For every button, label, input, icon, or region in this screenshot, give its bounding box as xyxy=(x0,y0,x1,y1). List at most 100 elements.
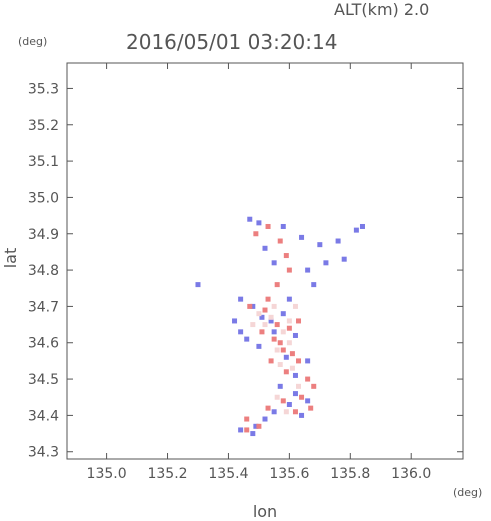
x-axis-title: lon xyxy=(253,502,277,521)
data-point xyxy=(256,343,262,349)
data-point xyxy=(317,242,323,248)
data-point xyxy=(265,405,271,411)
x-tick-label: 136.0 xyxy=(391,466,431,482)
data-point xyxy=(335,238,341,244)
data-point xyxy=(305,376,311,382)
data-point xyxy=(289,351,295,357)
data-point xyxy=(353,227,359,233)
data-point xyxy=(247,216,253,222)
data-point xyxy=(359,223,365,229)
data-point xyxy=(296,318,302,324)
data-point xyxy=(274,322,280,328)
data-point xyxy=(311,383,317,389)
data-point xyxy=(292,391,298,397)
y-tick-label: 34.6 xyxy=(28,336,59,352)
y-tick-label: 34.4 xyxy=(28,408,59,424)
y-tick-label: 34.3 xyxy=(28,445,59,461)
data-point xyxy=(262,245,268,251)
data-point xyxy=(280,398,286,404)
data-point xyxy=(262,416,268,422)
data-point xyxy=(250,303,256,309)
x-tick-label: 135.8 xyxy=(330,466,370,482)
y-tick-label: 34.7 xyxy=(28,299,59,315)
data-point xyxy=(280,329,286,335)
data-point xyxy=(286,318,292,324)
data-point xyxy=(244,416,250,422)
y-tick-label: 35.3 xyxy=(28,81,59,97)
chart-timestamp: 2016/05/01 03:20:14 xyxy=(126,30,337,54)
data-point xyxy=(244,427,250,433)
data-point xyxy=(262,322,268,328)
data-point xyxy=(286,267,292,273)
y-tick-label: 35.0 xyxy=(28,190,59,206)
y-tick-label: 34.5 xyxy=(28,372,59,388)
data-point xyxy=(253,423,259,429)
y-unit-label: (deg) xyxy=(18,35,47,48)
data-point xyxy=(280,223,286,229)
y-axis: 34.3 34.4 34.5 34.6 34.7 34.8 34.9 35.0 35.1 35.2… xyxy=(28,81,463,461)
data-point xyxy=(238,427,244,433)
data-point xyxy=(286,402,292,408)
data-point xyxy=(268,318,274,324)
data-point xyxy=(283,253,289,259)
data-point xyxy=(271,329,277,335)
data-point xyxy=(256,423,262,429)
x-unit-label: (deg) xyxy=(453,486,482,499)
x-tick-label: 135.6 xyxy=(269,466,309,482)
data-point xyxy=(308,405,314,411)
data-point xyxy=(296,383,302,389)
data-point xyxy=(292,409,298,415)
data-point xyxy=(274,394,280,400)
data-point xyxy=(232,318,238,324)
data-point xyxy=(268,358,274,364)
y-tick-label: 35.2 xyxy=(28,118,59,134)
data-point xyxy=(289,365,295,371)
data-point xyxy=(265,296,271,302)
data-point xyxy=(238,329,244,335)
y-axis-title: lat xyxy=(1,248,20,269)
data-point xyxy=(250,322,256,328)
y-tick-label: 34.9 xyxy=(28,227,59,243)
data-point xyxy=(265,223,271,229)
data-point xyxy=(299,234,305,240)
data-layer xyxy=(195,216,365,437)
data-point xyxy=(247,303,253,309)
data-point xyxy=(299,412,305,418)
data-point xyxy=(292,303,298,309)
data-point xyxy=(277,383,283,389)
x-axis: 135.0 135.2 135.4 135.6 135.8 136.0 xyxy=(87,63,431,482)
data-point xyxy=(277,362,283,368)
data-point xyxy=(268,314,274,320)
data-point xyxy=(256,311,262,317)
data-point xyxy=(253,231,259,237)
data-point xyxy=(299,394,305,400)
data-point xyxy=(238,296,244,302)
data-point xyxy=(262,307,268,313)
data-point xyxy=(244,336,250,342)
data-point xyxy=(271,336,277,342)
data-point xyxy=(256,220,262,226)
data-point xyxy=(259,329,265,335)
data-point xyxy=(286,340,292,346)
data-point xyxy=(305,267,311,273)
data-point xyxy=(296,358,302,364)
data-point xyxy=(283,369,289,375)
data-point xyxy=(259,314,265,320)
data-point xyxy=(195,282,201,288)
data-point xyxy=(323,260,329,266)
x-tick-label: 135.4 xyxy=(208,466,248,482)
data-point xyxy=(271,303,277,309)
data-point xyxy=(280,347,286,353)
data-point xyxy=(277,238,283,244)
data-point xyxy=(305,398,311,404)
data-point xyxy=(341,256,347,262)
data-point xyxy=(274,282,280,288)
data-point xyxy=(305,358,311,364)
y-tick-label: 34.8 xyxy=(28,263,59,279)
data-point xyxy=(311,282,317,288)
data-point xyxy=(286,325,292,331)
data-point xyxy=(280,311,286,317)
altitude-label: ALT(km) 2.0 xyxy=(334,0,429,19)
x-tick-label: 135.2 xyxy=(147,466,187,482)
